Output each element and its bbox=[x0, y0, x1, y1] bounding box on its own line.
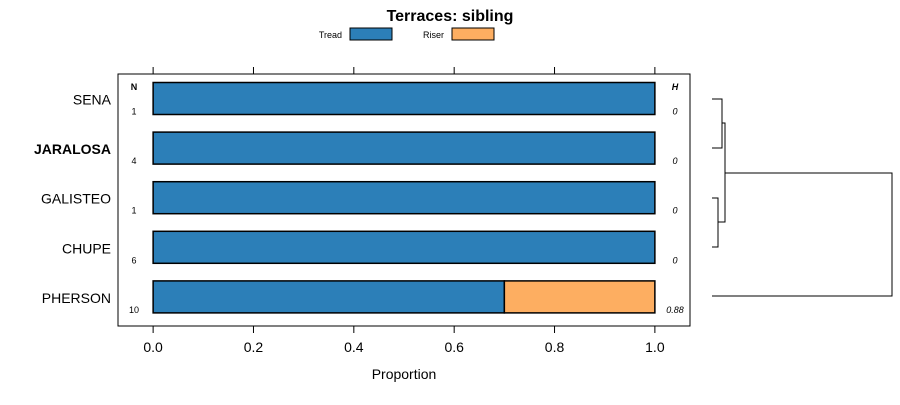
h-header: H bbox=[672, 82, 679, 92]
bar-riser-pherson bbox=[503, 280, 656, 314]
legend-label-riser: Riser bbox=[423, 30, 444, 40]
legend-label-tread: Tread bbox=[319, 30, 342, 40]
bar-tread-chupe bbox=[152, 230, 656, 265]
h-value-jaralosa: 0 bbox=[672, 156, 677, 166]
dendrogram-branch-sena-jaralosa bbox=[712, 98, 723, 149]
category-label-chupe: CHUPE bbox=[62, 240, 111, 256]
bar-tread-galisteo bbox=[152, 180, 656, 215]
x-tick-label: 0.4 bbox=[344, 339, 364, 355]
x-tick-label: 0.2 bbox=[244, 339, 264, 355]
n-value-pherson: 10 bbox=[129, 305, 139, 315]
category-label-galisteo: GALISTEO bbox=[41, 191, 111, 207]
x-axis-label: Proportion bbox=[372, 366, 437, 382]
bar-tread-jaralosa bbox=[152, 131, 656, 165]
x-tick-label: 1.0 bbox=[645, 339, 665, 355]
dendrogram-branch-root bbox=[712, 172, 893, 297]
x-axis: 0.0 0.2 0.4 0.6 0.8 1.0 bbox=[143, 67, 665, 355]
legend-swatch-riser bbox=[451, 27, 495, 41]
n-value-galisteo: 1 bbox=[131, 206, 136, 216]
n-value-jaralosa: 4 bbox=[131, 156, 136, 166]
category-label-jaralosa: JARALOSA bbox=[34, 141, 111, 157]
category-label-pherson: PHERSON bbox=[42, 290, 111, 306]
x-tick-label: 0.8 bbox=[545, 339, 565, 355]
n-header: N bbox=[131, 82, 138, 92]
bar-tread-pherson bbox=[152, 280, 506, 314]
n-value-sena: 1 bbox=[131, 107, 136, 117]
category-label-sena: SENA bbox=[73, 92, 112, 108]
plot-frame bbox=[117, 73, 691, 327]
h-value-sena: 0 bbox=[672, 107, 677, 117]
dendrogram bbox=[712, 98, 893, 297]
h-value-pherson: 0.88 bbox=[666, 305, 684, 315]
bar-tread-sena bbox=[152, 81, 656, 116]
chart-title: Terraces: sibling bbox=[387, 8, 514, 25]
legend: Tread Riser bbox=[319, 27, 495, 41]
legend-swatch-tread bbox=[349, 27, 393, 41]
bars-group bbox=[152, 81, 656, 314]
x-tick-label: 0.0 bbox=[143, 339, 163, 355]
h-value-chupe: 0 bbox=[672, 255, 677, 265]
n-value-chupe: 6 bbox=[131, 255, 136, 265]
dendrogram-branch-galisteo-chupe bbox=[712, 197, 719, 248]
h-value-galisteo: 0 bbox=[672, 206, 677, 216]
x-tick-label: 0.6 bbox=[444, 339, 464, 355]
